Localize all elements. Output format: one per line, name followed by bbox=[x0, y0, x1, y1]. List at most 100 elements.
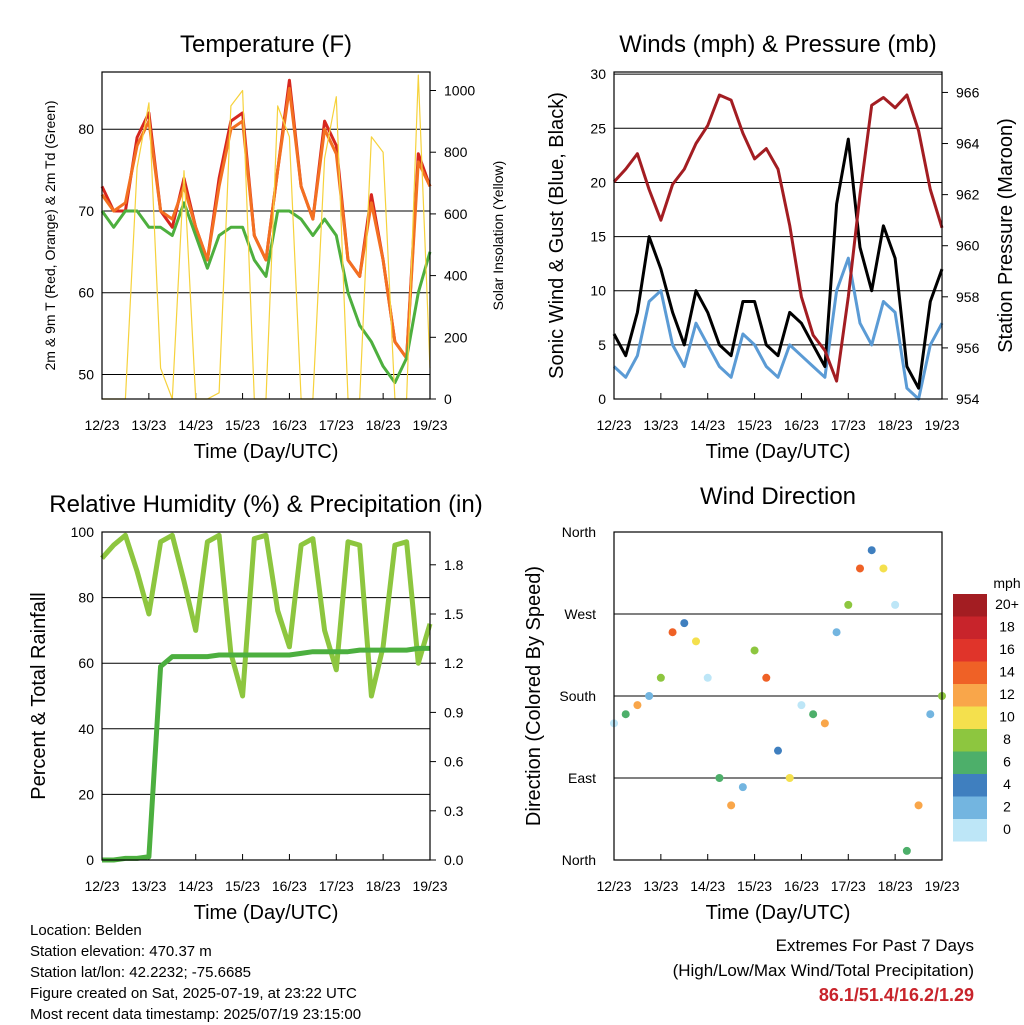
x-tick-label: 13/23 bbox=[131, 878, 166, 894]
series-line-3 bbox=[100, 201, 432, 385]
scatter-point bbox=[867, 546, 876, 555]
extremes-block: Extremes For Past 7 Days (High/Low/Max W… bbox=[673, 933, 974, 1008]
series-line-3 bbox=[612, 93, 944, 383]
chart-title: Wind Direction bbox=[700, 483, 856, 510]
x-tick-label: 15/23 bbox=[737, 878, 772, 894]
y2-tick-label: 1.5 bbox=[444, 606, 464, 622]
y2-tick-label: 400 bbox=[444, 268, 468, 284]
y2-tick-label: 200 bbox=[444, 329, 468, 345]
plot-frame bbox=[613, 71, 943, 400]
chart-panel-2: Winds (mph) & Pressure (mb) Time (Day/UTC… bbox=[546, 31, 1017, 463]
scatter-point bbox=[633, 701, 642, 710]
x-tick-label: 19/23 bbox=[412, 878, 447, 894]
scatter-point bbox=[856, 564, 864, 573]
scatter-point bbox=[738, 783, 747, 792]
colorbar-title: mph bbox=[993, 575, 1020, 591]
scatter-point bbox=[668, 628, 677, 637]
y2-tick-label: 0.0 bbox=[444, 852, 464, 868]
y-tick-label: 60 bbox=[78, 285, 94, 301]
y-axis-label: Percent & Total Rainfall bbox=[28, 592, 50, 800]
x-tick-label: 18/23 bbox=[878, 878, 913, 894]
chart-title: Relative Humidity (%) & Precipitation (i… bbox=[49, 491, 482, 518]
colorbar-swatch bbox=[953, 684, 987, 707]
x-tick-label: 15/23 bbox=[225, 417, 260, 433]
scatter-point bbox=[750, 646, 759, 655]
y-tick-label: 70 bbox=[78, 203, 94, 219]
colorbar-swatch bbox=[953, 594, 987, 617]
y2-tick-label: 0.6 bbox=[444, 754, 464, 770]
x-tick-label: 14/23 bbox=[178, 878, 213, 894]
colorbar-label: 14 bbox=[999, 664, 1015, 680]
station-info: Location: Belden Station elevation: 470.… bbox=[30, 920, 361, 1025]
y-tick-label: 80 bbox=[78, 590, 94, 606]
y-tick-label: 20 bbox=[590, 174, 606, 190]
scatter-point bbox=[797, 701, 806, 710]
plot-frame bbox=[101, 71, 431, 400]
y-axis-label: Direction (Colored By Speed) bbox=[523, 566, 545, 826]
plot-frame bbox=[613, 531, 943, 861]
scatter-point bbox=[715, 774, 724, 782]
y2-tick-label: 958 bbox=[956, 289, 980, 305]
y-axis-label: 2m & 9m T (Red, Orange) & 2m Td (Green) bbox=[42, 101, 58, 371]
scatter-point bbox=[645, 692, 654, 700]
y-tick-label: 40 bbox=[78, 721, 94, 737]
colorbar-swatch bbox=[953, 661, 987, 684]
colorbar-label: 8 bbox=[1003, 731, 1011, 747]
x-tick-label: 14/23 bbox=[690, 878, 725, 894]
colorbar-swatch bbox=[953, 751, 987, 774]
x-tick-label: 18/23 bbox=[366, 878, 401, 894]
scatter-point bbox=[762, 673, 771, 682]
series-line-2 bbox=[612, 137, 944, 390]
y2-tick-label: 1.8 bbox=[444, 557, 464, 573]
x-tick-label: 17/23 bbox=[319, 417, 354, 433]
colorbar-label: 6 bbox=[1003, 754, 1011, 770]
colorbar-label: 2 bbox=[1003, 799, 1011, 815]
scatter-point bbox=[914, 801, 923, 810]
y2-tick-label: 1.2 bbox=[444, 655, 464, 671]
x-tick-label: 12/23 bbox=[84, 878, 119, 894]
y-tick-label: 100 bbox=[71, 524, 95, 540]
colorbar-swatch bbox=[953, 819, 987, 842]
x-tick-label: 12/23 bbox=[84, 417, 119, 433]
y-tick-label: 0 bbox=[86, 852, 94, 868]
colorbar-label: 16 bbox=[999, 641, 1015, 657]
x-tick-label: 16/23 bbox=[272, 417, 307, 433]
x-tick-label: 12/23 bbox=[596, 878, 631, 894]
scatter-point bbox=[774, 746, 782, 755]
y-tick-label: 30 bbox=[590, 66, 606, 82]
series-line-1 bbox=[612, 256, 944, 401]
x-axis-label: Time (Day/UTC) bbox=[194, 441, 339, 463]
colorbar-swatch bbox=[953, 774, 987, 797]
scatter-point bbox=[809, 710, 818, 719]
y2-tick-label: 964 bbox=[956, 136, 980, 152]
scatter-point bbox=[820, 719, 829, 728]
scatter-point bbox=[621, 710, 630, 719]
chart-panel-3: Relative Humidity (%) & Precipitation (i… bbox=[28, 491, 483, 924]
colorbar-swatch bbox=[953, 616, 987, 639]
y2-tick-label: 0 bbox=[444, 391, 452, 407]
y-tick-label: 60 bbox=[78, 655, 94, 671]
y-tick-label: 5 bbox=[598, 337, 606, 353]
x-tick-label: 19/23 bbox=[924, 878, 959, 894]
y2-tick-label: 954 bbox=[956, 391, 980, 407]
scatter-point bbox=[692, 637, 700, 646]
y2-tick-label: 962 bbox=[956, 187, 980, 203]
scatter-point bbox=[703, 673, 712, 682]
scatter-point bbox=[844, 600, 853, 609]
y-tick-label: 0 bbox=[598, 391, 606, 407]
extremes-values: 86.1/51.4/16.2/1.29 bbox=[818, 985, 974, 1005]
chart-panel-1: Temperature (F) Time (Day/UTC) 2m & 9m T (… bbox=[42, 31, 506, 463]
y-tick-label: North bbox=[562, 852, 596, 868]
y-tick-label: 25 bbox=[590, 120, 606, 136]
colorbar-label: 0 bbox=[1003, 821, 1011, 837]
x-tick-label: 19/23 bbox=[924, 417, 959, 433]
x-axis-label: Time (Day/UTC) bbox=[706, 902, 851, 924]
scatter-point bbox=[926, 710, 935, 719]
y-tick-label: 20 bbox=[78, 786, 94, 802]
series-line-1 bbox=[100, 532, 433, 699]
x-tick-label: 17/23 bbox=[831, 878, 866, 894]
colorbar-swatch bbox=[953, 706, 987, 729]
info-recent: Most recent data timestamp: 2025/07/19 2… bbox=[30, 1006, 362, 1023]
colorbar-label: 18 bbox=[999, 619, 1015, 635]
colorbar-swatch bbox=[953, 639, 987, 662]
